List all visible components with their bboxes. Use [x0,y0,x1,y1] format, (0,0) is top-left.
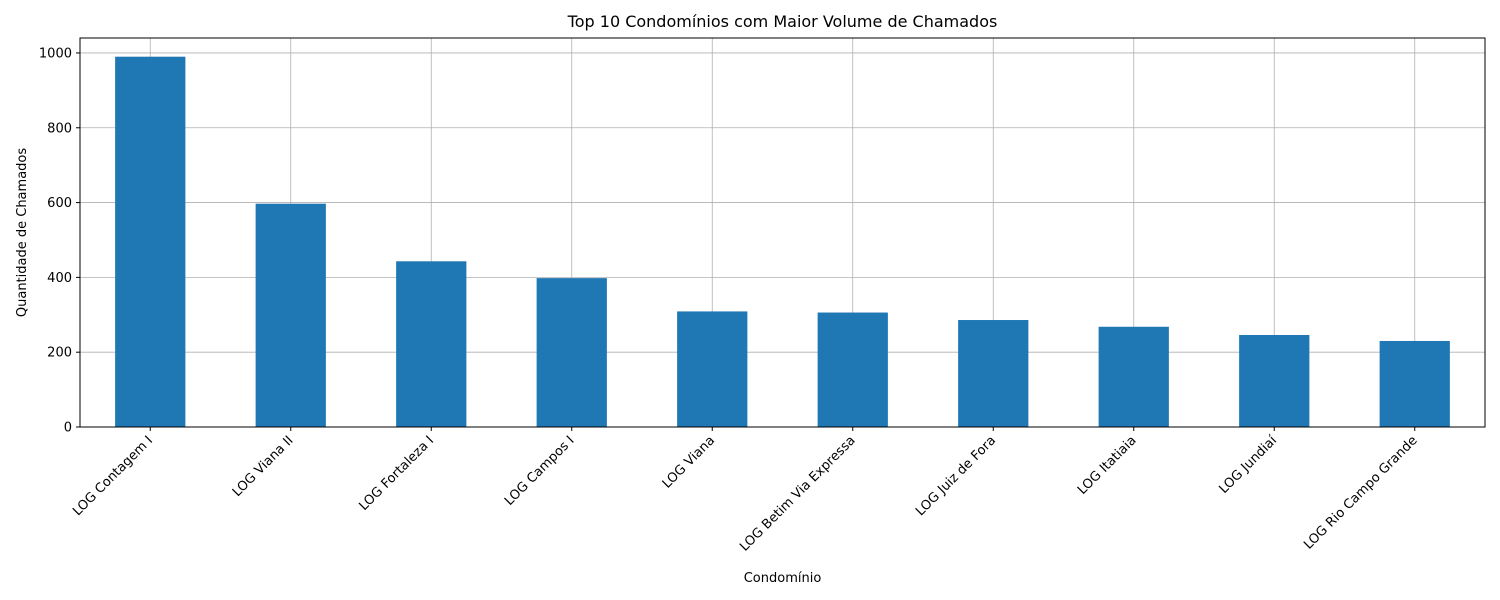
x-axis: LOG Contagem I LOG Viana II LOG Fortaleza … [70,427,1421,555]
x-tick-label: LOG Campos I [502,433,578,509]
x-tick-label: LOG Itatiaia [1075,433,1140,498]
bar [115,56,186,427]
y-tick-label: 600 [47,196,72,211]
bar [536,278,607,427]
bar [1098,326,1169,427]
bars [115,56,1450,427]
y-tick-label: 1000 [39,46,72,61]
x-tick-label: LOG Viana II [230,433,297,500]
y-tick-label: 0 [64,421,72,436]
x-tick-label: LOG Jundiaí [1216,433,1280,497]
y-axis-label: Quantidade de Chamados [15,148,30,317]
bar [1379,340,1450,427]
bar [677,311,748,427]
plot-frame [79,37,1486,428]
bar [1239,334,1310,427]
y-tick-label: 400 [47,271,72,286]
y-tick-label: 200 [47,346,72,361]
x-tick-label: LOG Contagem I [70,433,156,519]
y-axis: 0 200 400 600 800 1000 [39,46,80,436]
chart-title: Top 10 Condomínios com Maior Volume de C… [567,12,998,31]
x-tick-label: LOG Juiz de Fora [913,433,999,519]
bar [817,312,888,427]
bar [958,320,1029,427]
x-tick-label: LOG Fortaleza I [356,433,437,514]
x-tick-label: LOG Rio Campo Grande [1301,433,1420,552]
x-tick-label: LOG Viana [660,433,718,491]
x-tick-label: LOG Betim Via Expressa [737,433,858,554]
bar [255,203,326,427]
bar [396,261,467,427]
x-axis-label: Condomínio [744,571,822,586]
y-tick-label: 800 [47,121,72,136]
